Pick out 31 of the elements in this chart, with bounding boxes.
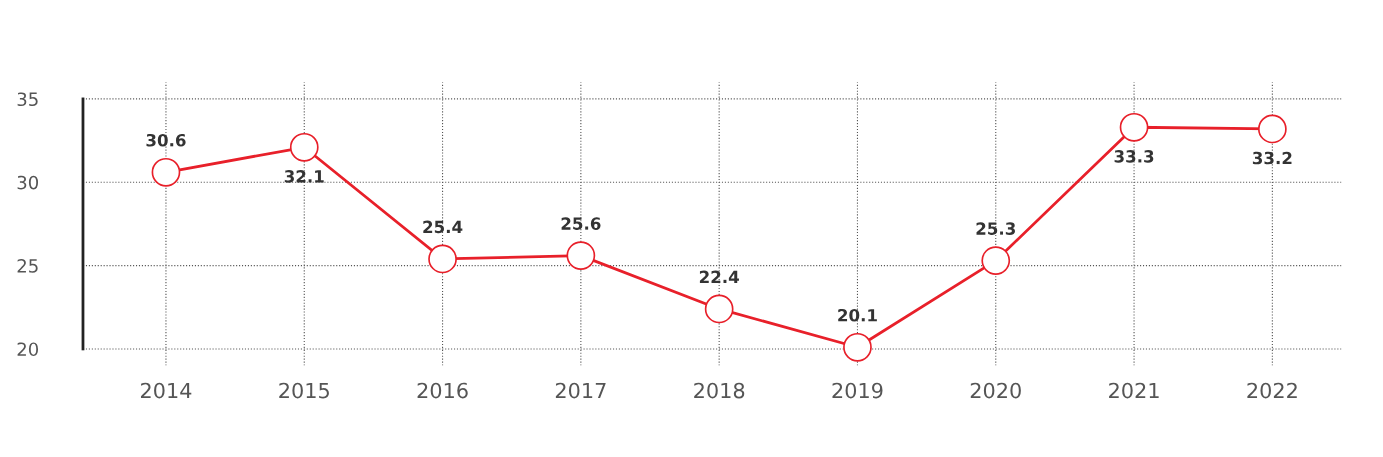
x-tick-label: 2016 bbox=[417, 382, 468, 399]
data-label: 33.3 bbox=[1114, 150, 1154, 163]
data-label: 25.6 bbox=[561, 217, 601, 230]
x-tick-label: 2015 bbox=[279, 382, 329, 399]
point bbox=[704, 294, 734, 324]
data-label: 20.1 bbox=[838, 308, 877, 322]
data-label: 22.4 bbox=[699, 270, 739, 283]
x-tick-label: 2019 bbox=[832, 382, 883, 399]
point bbox=[1119, 112, 1149, 142]
y-tick-label: 30 bbox=[17, 175, 39, 190]
point bbox=[981, 246, 1011, 275]
y-tick-label: 25 bbox=[17, 259, 38, 273]
point bbox=[151, 157, 181, 187]
data-label: 32.1 bbox=[284, 170, 324, 183]
data-label: 30.6 bbox=[146, 133, 186, 147]
x-tick-label: 2021 bbox=[1109, 382, 1159, 399]
x-tick-label: 2020 bbox=[970, 382, 1021, 399]
data-label: 25.4 bbox=[423, 220, 463, 234]
point bbox=[289, 132, 319, 162]
x-tick-label: 2022 bbox=[1247, 382, 1297, 399]
point bbox=[843, 332, 872, 362]
data-label: 25.3 bbox=[976, 222, 1015, 235]
x-tick-label: 2017 bbox=[555, 382, 606, 399]
x-tick-label: 2018 bbox=[694, 382, 745, 399]
point bbox=[1257, 114, 1287, 144]
y-tick-label: 35 bbox=[17, 92, 38, 107]
x-tick-label: 2014 bbox=[140, 382, 192, 399]
point bbox=[428, 244, 457, 274]
data-label: 33.2 bbox=[1252, 151, 1292, 165]
y-tick-label: 20 bbox=[17, 342, 39, 357]
point bbox=[566, 241, 596, 270]
